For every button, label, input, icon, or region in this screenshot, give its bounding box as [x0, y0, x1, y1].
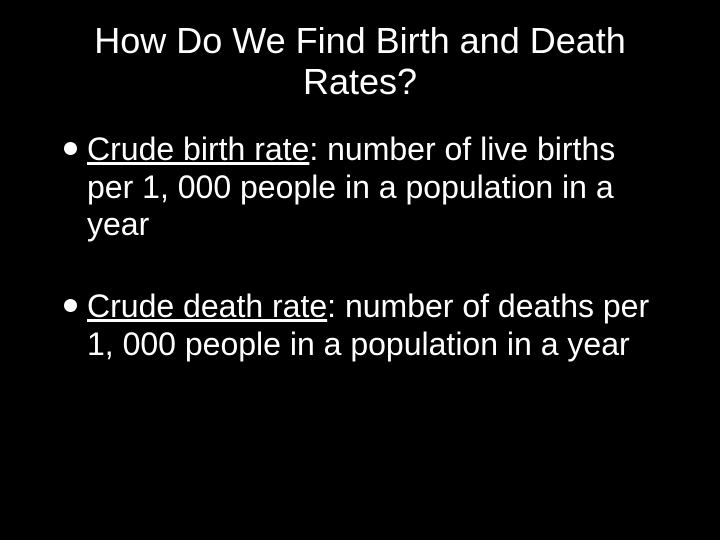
title-line-2: Rates? — [50, 61, 670, 102]
bullet-text: Crude death rate: number of deaths per 1… — [87, 288, 670, 364]
bullet-term: Crude birth rate — [87, 131, 309, 167]
slide-title: How Do We Find Birth and Death Rates? — [50, 20, 670, 103]
slide: How Do We Find Birth and Death Rates? Cr… — [0, 0, 720, 540]
bullet-item: Crude birth rate: number of live births … — [64, 131, 670, 244]
bullet-dot-icon — [64, 299, 77, 312]
title-line-1: How Do We Find Birth and Death — [50, 20, 670, 61]
bullet-item: Crude death rate: number of deaths per 1… — [64, 288, 670, 364]
bullet-dot-icon — [64, 142, 77, 155]
bullets-container: Crude birth rate: number of live births … — [50, 131, 670, 364]
bullet-text: Crude birth rate: number of live births … — [87, 131, 670, 244]
bullet-term: Crude death rate — [87, 288, 327, 324]
